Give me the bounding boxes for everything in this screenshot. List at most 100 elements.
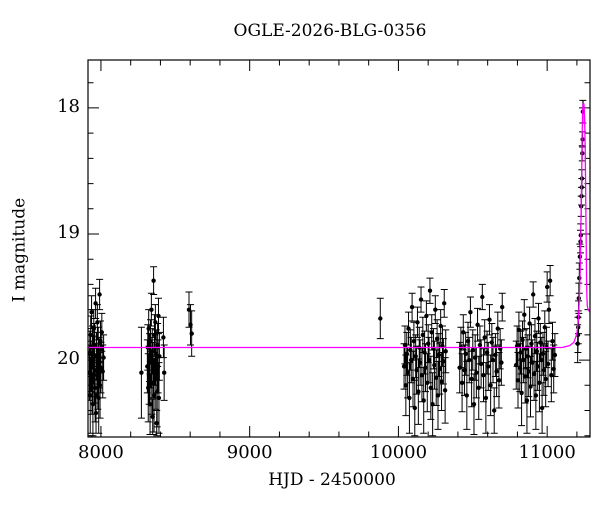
data-point	[155, 389, 160, 394]
chart-title: OGLE-2026-BLG-0356	[233, 21, 427, 41]
data-point	[477, 342, 483, 348]
data-point	[522, 374, 528, 379]
data-point	[94, 368, 100, 373]
data-point	[500, 304, 505, 310]
data-point	[488, 383, 493, 388]
data-point	[435, 393, 441, 398]
data-point	[545, 284, 550, 290]
data-point	[432, 362, 437, 368]
data-point	[153, 320, 158, 325]
data-point	[489, 340, 494, 345]
data-point	[413, 354, 418, 359]
data-point	[420, 332, 425, 338]
data-point	[461, 330, 466, 335]
y-tick-label: 20	[57, 348, 80, 370]
x-tick-label: 9000	[226, 442, 273, 463]
data-point	[186, 307, 192, 312]
data-point	[474, 370, 479, 375]
data-point	[469, 376, 474, 382]
data-point	[151, 393, 157, 398]
data-point	[150, 349, 155, 354]
data-point	[433, 307, 438, 312]
data-point	[98, 339, 103, 344]
data-point	[465, 339, 471, 344]
data-point	[533, 393, 539, 398]
data-point	[541, 368, 547, 373]
data-point	[549, 373, 554, 378]
data-point	[426, 357, 432, 363]
data-point	[492, 408, 497, 413]
data-point	[434, 375, 439, 380]
data-point	[95, 376, 101, 382]
data-point	[419, 373, 425, 378]
data-point	[149, 380, 154, 385]
data-point	[496, 378, 502, 383]
data-point	[408, 347, 413, 353]
data-point	[443, 349, 448, 354]
data-point	[148, 360, 154, 365]
x-tick-label: 10000	[369, 442, 428, 463]
data-point	[409, 304, 415, 310]
data-point	[493, 352, 498, 358]
data-point	[93, 301, 98, 306]
data-point	[401, 364, 407, 369]
data-point	[153, 376, 158, 382]
data-point	[439, 379, 444, 384]
data-point	[526, 369, 531, 374]
data-point	[156, 313, 161, 319]
data-point	[148, 339, 153, 344]
data-point	[520, 337, 525, 343]
data-point	[99, 330, 105, 335]
data-point	[463, 351, 468, 356]
data-point	[529, 341, 534, 346]
data-point	[482, 335, 487, 340]
data-point	[442, 301, 447, 306]
data-point	[531, 371, 537, 377]
data-point	[415, 320, 420, 325]
data-point	[546, 307, 552, 312]
axis-ticks	[88, 60, 590, 437]
data-point	[532, 333, 538, 339]
data-point	[402, 342, 408, 348]
data-point	[157, 354, 162, 359]
data-point	[470, 347, 475, 353]
data-point	[152, 332, 157, 338]
data-point	[438, 323, 443, 329]
data-point	[442, 388, 448, 393]
data-point	[480, 294, 485, 300]
data-point	[540, 351, 546, 356]
data-point	[188, 322, 193, 327]
data-point	[437, 366, 442, 372]
data-point	[90, 402, 96, 407]
data-point	[151, 278, 156, 283]
data-point	[152, 357, 158, 363]
data-point	[405, 370, 410, 375]
data-point	[423, 365, 428, 370]
data-point	[542, 325, 547, 330]
data-point	[427, 288, 433, 293]
data-point	[475, 322, 480, 327]
data-point	[92, 373, 97, 378]
error-bars	[88, 99, 587, 437]
data-point	[403, 383, 409, 388]
data-point	[96, 347, 101, 353]
data-point	[539, 405, 545, 411]
data-point	[543, 376, 548, 382]
data-point	[528, 384, 533, 389]
data-point	[97, 360, 102, 365]
data-point	[96, 395, 101, 401]
data-point	[89, 380, 95, 385]
data-point	[547, 278, 553, 283]
data-point	[150, 368, 156, 373]
data-point	[516, 327, 522, 332]
data-point	[89, 310, 94, 315]
data-point	[464, 393, 469, 398]
data-point	[515, 378, 521, 383]
model-curve	[88, 100, 590, 349]
data-point	[531, 292, 536, 297]
data-point	[146, 326, 151, 331]
data-layer	[88, 99, 590, 437]
data-point	[411, 339, 417, 344]
data-point	[428, 385, 433, 390]
